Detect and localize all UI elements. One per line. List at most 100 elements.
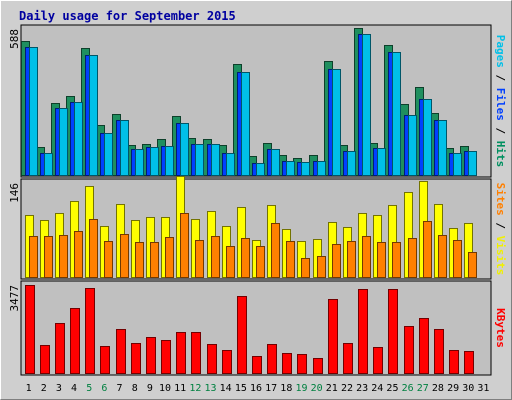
x-tick-label-day-30: 30 <box>462 383 474 394</box>
bar-kbytes-day-24 <box>373 347 383 374</box>
bar-sites-day-22 <box>347 241 356 278</box>
bar-kbytes-day-26 <box>404 326 414 374</box>
panel-visits: 146 Sites / Visits <box>8 176 507 280</box>
bar-pages-day-25 <box>392 52 401 176</box>
bar-pages-day-16 <box>256 163 265 176</box>
x-tick-label-day-26: 26 <box>402 383 414 394</box>
x-tick-label-day-8: 8 <box>132 383 138 394</box>
bar-kbytes-day-15 <box>237 296 247 374</box>
bar-pages-day-10 <box>165 146 174 176</box>
bar-kbytes-day-2 <box>40 345 50 374</box>
bar-kbytes-day-7 <box>116 329 126 374</box>
bar-kbytes-day-3 <box>55 323 65 374</box>
bar-kbytes-day-23 <box>358 289 368 374</box>
bar-kbytes-day-6 <box>100 346 110 374</box>
bar-sites-day-19 <box>301 258 310 278</box>
x-tick-label-day-27: 27 <box>417 383 429 394</box>
bar-kbytes-day-28 <box>434 329 444 374</box>
bar-sites-day-9 <box>150 242 159 278</box>
x-tick-label-day-2: 2 <box>41 383 47 394</box>
series-kbytes <box>25 285 474 374</box>
bar-sites-day-12 <box>195 240 204 278</box>
bar-sites-day-8 <box>135 242 144 278</box>
bar-sites-day-11 <box>180 213 189 278</box>
bar-kbytes-day-27 <box>419 318 429 374</box>
bar-pages-day-18 <box>286 161 295 176</box>
x-tick-label-day-17: 17 <box>265 383 277 394</box>
bar-kbytes-day-8 <box>131 343 141 374</box>
x-tick-label-day-7: 7 <box>117 383 123 394</box>
bar-kbytes-day-17 <box>267 344 277 374</box>
x-tick-label-day-1: 1 <box>26 383 32 394</box>
bar-sites-day-13 <box>211 236 220 278</box>
x-tick-label-day-15: 15 <box>235 383 247 394</box>
x-tick-label-day-28: 28 <box>432 383 444 394</box>
x-tick-label-day-24: 24 <box>371 383 383 394</box>
bar-sites-day-29 <box>453 240 462 278</box>
bar-pages-day-12 <box>195 144 204 176</box>
bar-pages-day-21 <box>332 69 341 176</box>
bar-kbytes-day-22 <box>343 343 353 374</box>
bar-kbytes-day-10 <box>161 340 171 374</box>
bar-sites-day-3 <box>59 235 68 278</box>
bar-sites-day-6 <box>104 241 113 278</box>
bar-kbytes-day-9 <box>146 337 156 374</box>
bar-pages-day-13 <box>211 144 220 176</box>
bar-kbytes-day-29 <box>449 350 459 374</box>
bar-pages-day-28 <box>438 120 447 176</box>
bar-sites-day-15 <box>241 238 250 278</box>
bar-pages-day-1 <box>29 47 38 176</box>
bar-sites-day-5 <box>89 219 98 278</box>
bar-sites-day-24 <box>377 242 386 278</box>
bar-sites-day-2 <box>44 236 53 278</box>
bar-kbytes-day-12 <box>191 332 201 374</box>
bar-pages-day-15 <box>241 72 250 176</box>
bar-sites-day-20 <box>317 256 326 278</box>
x-tick-label-day-16: 16 <box>250 383 262 394</box>
x-tick-label-day-23: 23 <box>356 383 368 394</box>
bar-pages-day-4 <box>74 102 83 176</box>
bar-sites-day-10 <box>165 237 174 278</box>
x-tick-label-day-22: 22 <box>341 383 353 394</box>
bar-kbytes-day-25 <box>388 289 398 374</box>
bar-pages-day-14 <box>226 153 235 176</box>
bar-sites-day-21 <box>332 244 341 278</box>
bar-pages-day-17 <box>271 149 280 176</box>
bar-pages-day-5 <box>89 55 98 176</box>
bar-pages-day-24 <box>377 148 386 176</box>
panel-kbytes-legend-label: KBytes <box>494 308 507 348</box>
x-tick-label-day-10: 10 <box>159 383 171 394</box>
x-tick-label-day-11: 11 <box>174 383 186 394</box>
bar-pages-day-11 <box>180 123 189 176</box>
x-tick-label-day-4: 4 <box>71 383 77 394</box>
x-tick-label-day-29: 29 <box>447 383 459 394</box>
bar-kbytes-day-13 <box>207 344 217 374</box>
chart-title: Daily usage for September 2015 <box>19 9 236 23</box>
bar-pages-day-3 <box>59 108 68 176</box>
bar-pages-day-6 <box>104 133 113 176</box>
bar-pages-day-2 <box>44 153 53 176</box>
x-tick-label-day-9: 9 <box>147 383 153 394</box>
x-tick-label-day-3: 3 <box>56 383 62 394</box>
x-tick-label-day-12: 12 <box>189 383 201 394</box>
bar-kbytes-day-21 <box>328 299 338 374</box>
panel-hits: 588 Pages / Files / Hits <box>8 24 507 178</box>
bar-sites-day-27 <box>423 221 432 278</box>
bar-sites-day-25 <box>392 242 401 278</box>
bar-kbytes-day-11 <box>176 332 186 374</box>
bar-sites-day-16 <box>256 246 265 278</box>
bar-pages-day-27 <box>423 99 432 176</box>
bar-sites-day-26 <box>408 238 417 278</box>
bar-sites-day-18 <box>286 241 295 278</box>
x-tick-label-day-5: 5 <box>86 383 92 394</box>
bar-pages-day-29 <box>453 153 462 176</box>
x-tick-label-day-21: 21 <box>326 383 338 394</box>
bar-pages-day-7 <box>120 120 129 176</box>
series-sites <box>29 213 477 278</box>
bar-sites-day-4 <box>74 231 83 278</box>
x-tick-label-day-14: 14 <box>220 383 232 394</box>
bar-kbytes-day-4 <box>70 308 80 374</box>
bar-pages-day-8 <box>135 149 144 176</box>
panel-hits-max-label: 588 <box>8 29 21 49</box>
